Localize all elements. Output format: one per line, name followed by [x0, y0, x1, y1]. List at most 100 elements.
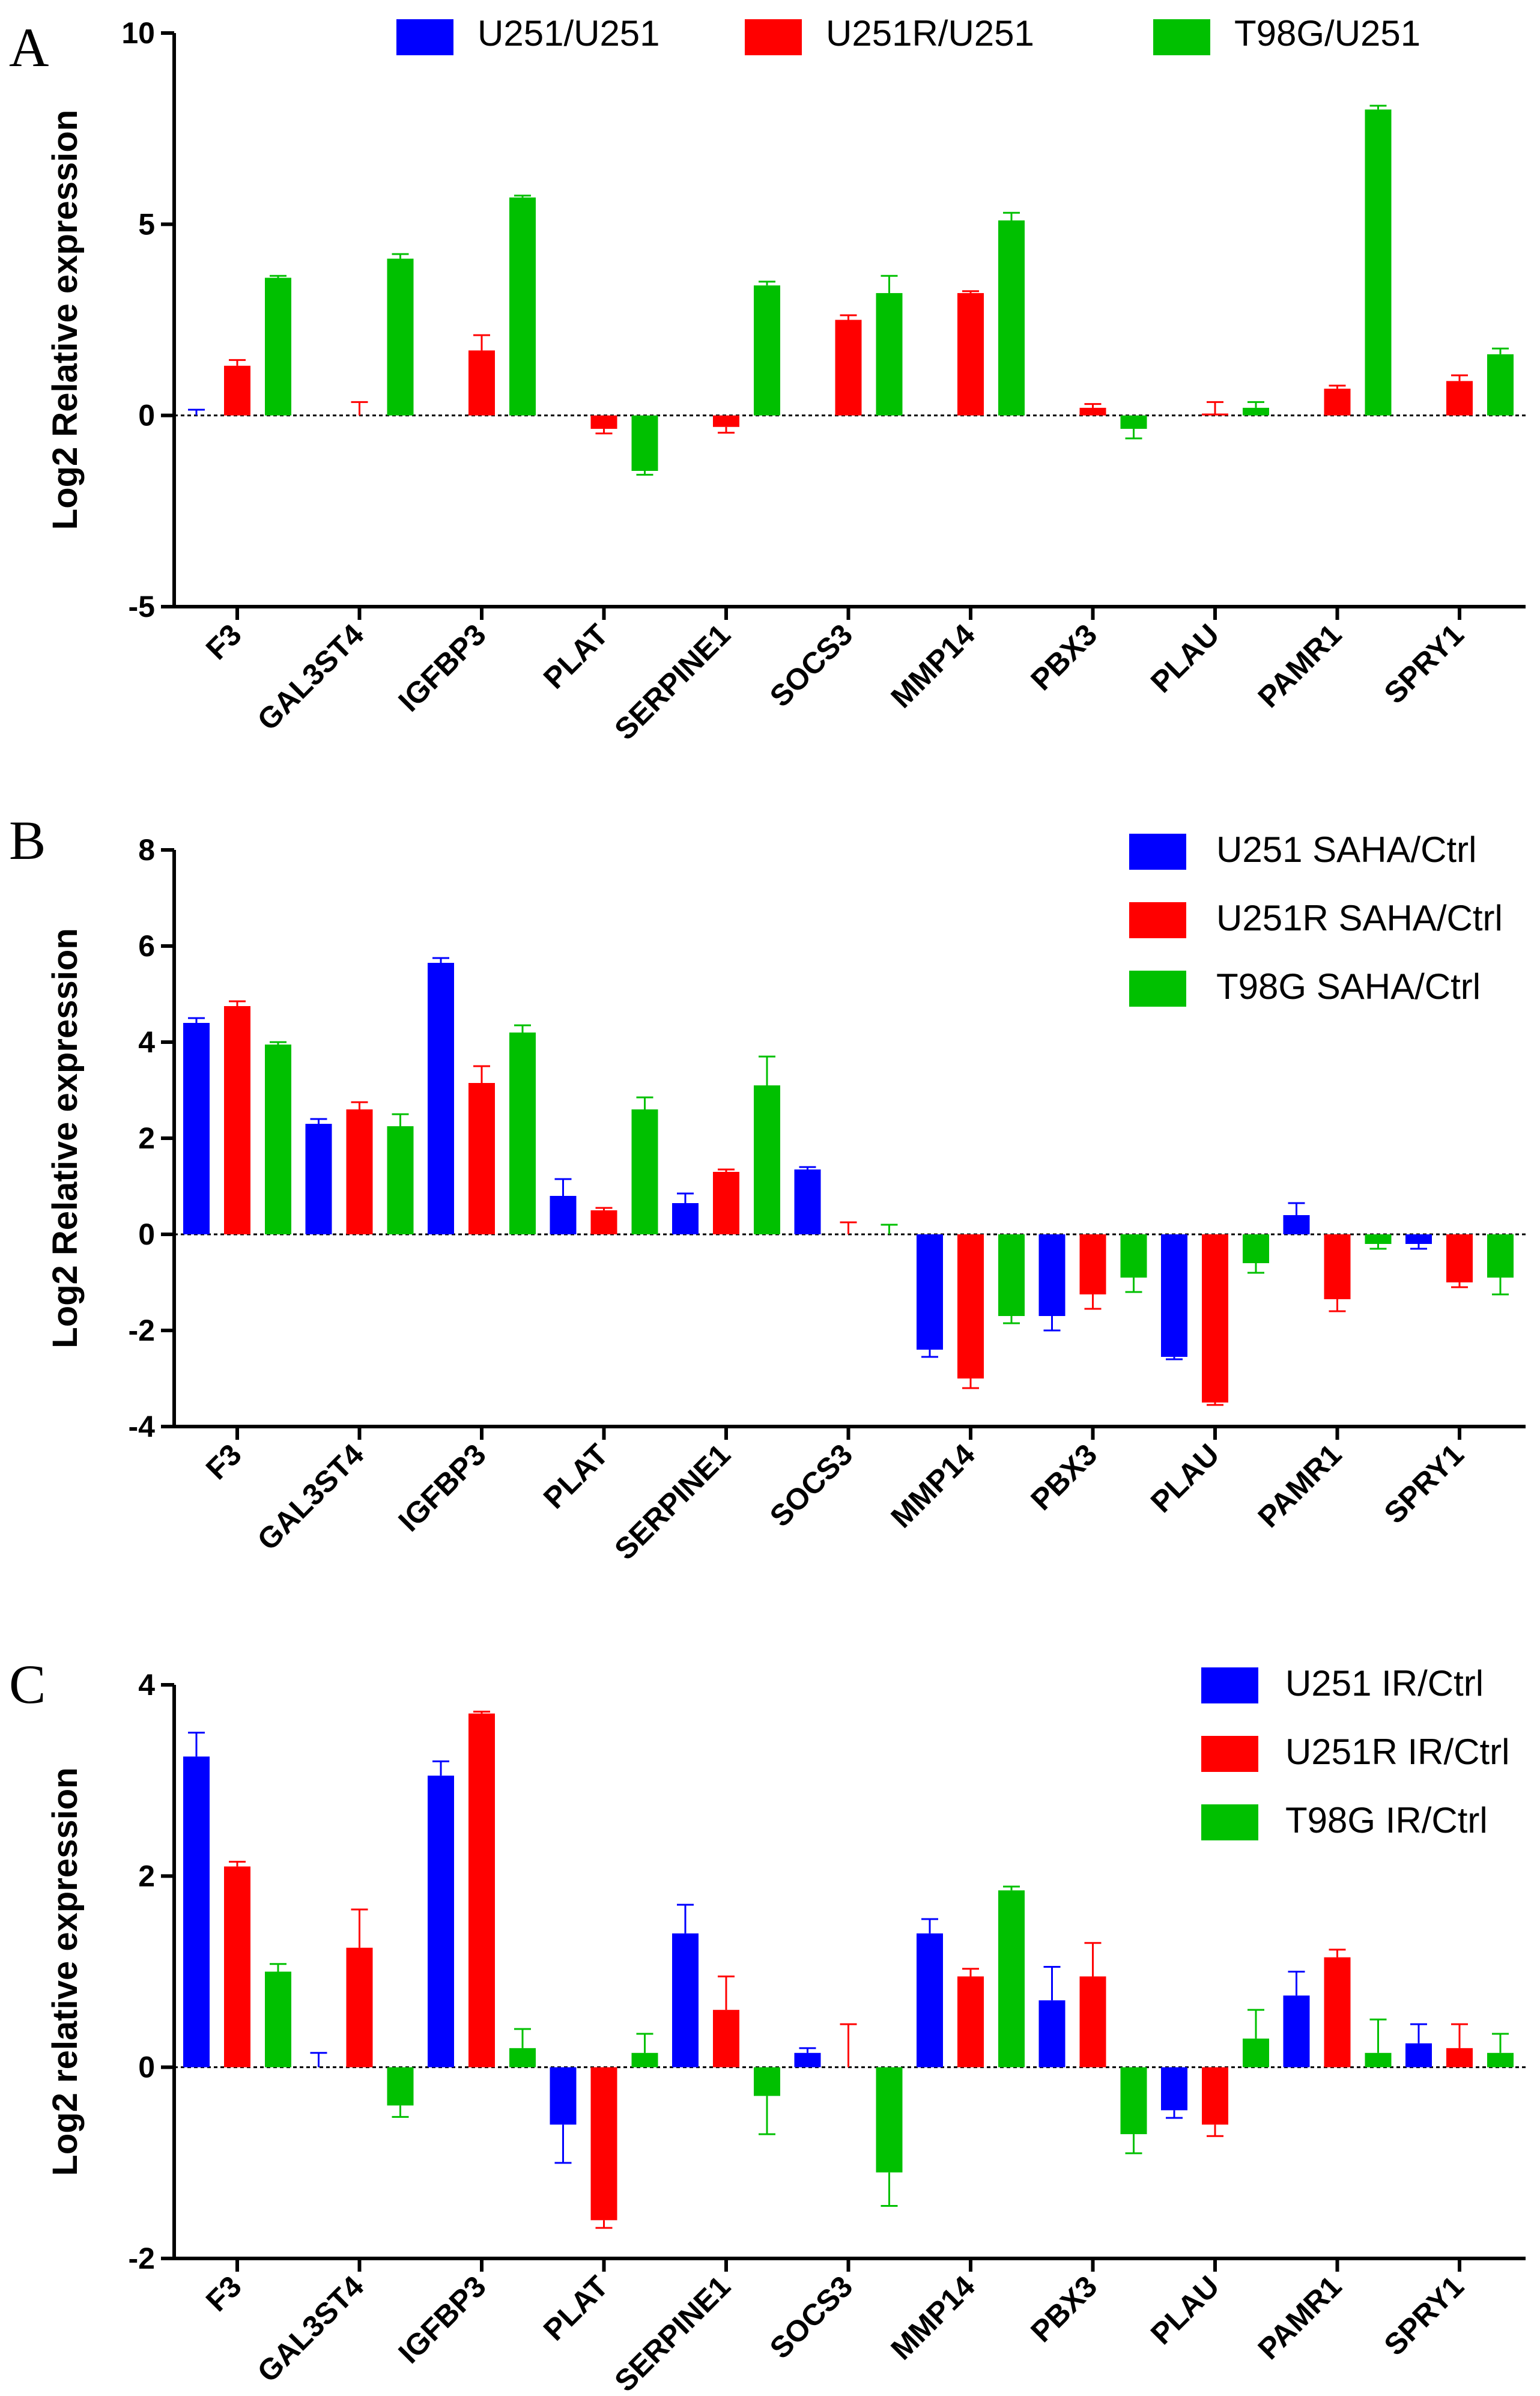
bar [876, 293, 903, 416]
y-tick-label: 4 [138, 1668, 155, 1702]
x-tick-label: SERPINE1 [608, 1437, 736, 1566]
x-tick-label: MMP14 [884, 617, 981, 715]
legend-swatch [1201, 1736, 1258, 1772]
bar [1161, 2067, 1187, 2111]
x-tick-label: F3 [199, 1437, 248, 1486]
x-tick-label: PLAT [537, 617, 614, 695]
legend-swatch [396, 19, 453, 55]
x-tick-label: IGFBP3 [392, 1437, 492, 1538]
y-tick-label: 8 [138, 833, 155, 867]
bar [998, 220, 1025, 416]
legend-label: U251R SAHA/Ctrl [1216, 898, 1503, 938]
x-tick-label: PAMR1 [1252, 1437, 1348, 1534]
y-tick-label: 10 [121, 16, 155, 50]
bar [1202, 413, 1228, 416]
bar [1405, 1234, 1432, 1244]
bar [224, 1006, 250, 1234]
bar [957, 293, 984, 416]
bar [265, 1971, 291, 2067]
x-tick-label: PLAU [1144, 1437, 1226, 1519]
bar [387, 2067, 414, 2106]
bar [1038, 2000, 1066, 2067]
x-tick-label: GAL3ST4 [251, 2269, 371, 2389]
bar [590, 415, 617, 429]
legend-swatch [1129, 902, 1186, 938]
x-tick-label: PLAT [537, 1437, 614, 1515]
bar [1120, 415, 1147, 429]
bar [468, 1083, 495, 1234]
x-tick-label: SPRY1 [1378, 1437, 1470, 1530]
x-tick-label: PBX3 [1024, 1437, 1103, 1517]
y-tick-label: -5 [129, 590, 155, 623]
bar [1487, 2052, 1514, 2067]
legend-label: T98G SAHA/Ctrl [1216, 966, 1481, 1007]
bar [672, 1203, 699, 1234]
x-tick-label: GAL3ST4 [251, 1437, 371, 1557]
bar [1243, 407, 1269, 416]
y-tick-label: 0 [138, 399, 155, 432]
bar [1283, 1995, 1310, 2067]
bar [428, 1776, 454, 2067]
bar [1446, 381, 1473, 416]
bar [998, 1234, 1025, 1316]
bar [794, 1169, 821, 1234]
y-axis-label: Log2 relative expression [46, 1767, 85, 2176]
x-tick-label: PAMR1 [1252, 2269, 1348, 2366]
bar [346, 1109, 373, 1234]
bar [509, 1033, 536, 1234]
bar [1202, 2067, 1228, 2125]
legend-label: U251R IR/Ctrl [1285, 1732, 1509, 1772]
bar [509, 2048, 536, 2067]
x-tick-label: SOCS3 [763, 617, 859, 713]
bar [1161, 1234, 1187, 1357]
legend-label: U251 SAHA/Ctrl [1216, 830, 1476, 870]
bar [631, 1109, 658, 1234]
panel-a: A -5 0 5 10 Log2 Relative expression F3 GAL3ST4… [9, 13, 1526, 747]
bar [876, 2067, 903, 2173]
y-tick-label: 4 [138, 1025, 155, 1059]
bar [1446, 1234, 1473, 1282]
bar [1365, 2052, 1392, 2067]
y-axis-label: Log2 Relative expression [46, 928, 85, 1348]
bar [1487, 354, 1514, 416]
bar [1405, 2043, 1432, 2067]
bar [1038, 1234, 1066, 1316]
legend-swatch [1129, 834, 1186, 870]
bar [590, 2067, 617, 2221]
x-tick-label: SERPINE1 [608, 2269, 736, 2396]
y-tick-label: 0 [138, 2051, 155, 2084]
bar [183, 1023, 210, 1234]
bar [428, 963, 454, 1234]
y-tick-label: 2 [138, 1859, 155, 1893]
bar [713, 415, 739, 427]
x-tick-label: F3 [199, 617, 248, 666]
bar [550, 2067, 577, 2125]
bar [794, 2052, 821, 2067]
bar [957, 1976, 984, 2067]
legend-label: U251R/U251 [826, 13, 1034, 53]
x-tick-label: MMP14 [884, 1437, 981, 1535]
y-tick-label: 6 [138, 929, 155, 963]
bar [183, 1756, 210, 2067]
bar [590, 1210, 617, 1234]
legend-label: U251 IR/Ctrl [1285, 1663, 1484, 1703]
x-tick-label: SPRY1 [1378, 617, 1470, 710]
x-tick-label: IGFBP3 [392, 2269, 492, 2370]
bar [265, 278, 291, 416]
bar [1365, 1234, 1392, 1244]
x-tick-label: PAMR1 [1252, 617, 1348, 714]
bar [835, 320, 862, 416]
bar [550, 1196, 577, 1234]
bar [1243, 1234, 1269, 1263]
x-tick-label: GAL3ST4 [251, 617, 371, 737]
bar [917, 1234, 943, 1350]
bar [1283, 1215, 1310, 1234]
bar [265, 1045, 291, 1234]
bar [1120, 1234, 1147, 1278]
bar [631, 415, 658, 471]
y-axis-label: Log2 Relative expression [46, 110, 85, 530]
bar [468, 1713, 495, 2067]
bar [713, 2010, 739, 2067]
legend-label: T98G/U251 [1234, 13, 1420, 53]
